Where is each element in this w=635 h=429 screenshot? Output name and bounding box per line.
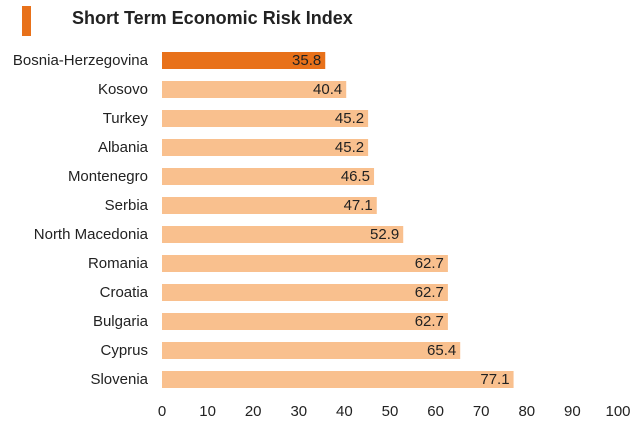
x-tick-label: 50	[382, 403, 399, 420]
category-label: Bulgaria	[93, 313, 149, 330]
x-tick-label: 10	[199, 403, 216, 420]
bar	[162, 110, 369, 127]
title-accent-bar	[22, 6, 31, 36]
category-label: Romania	[88, 255, 149, 272]
category-label: Bosnia-Herzegovina	[13, 52, 149, 69]
bar	[162, 342, 461, 359]
x-tick-label: 90	[564, 403, 581, 420]
value-label: 46.5	[341, 168, 370, 185]
x-tick-label: 20	[245, 403, 262, 420]
category-label: Albania	[98, 139, 149, 156]
bar	[162, 168, 375, 185]
value-label: 52.9	[370, 226, 399, 243]
chart-title: Short Term Economic Risk Index	[72, 8, 353, 28]
value-label: 62.7	[415, 255, 444, 272]
value-label: 40.4	[313, 81, 342, 98]
value-label: 62.7	[415, 284, 444, 301]
bar	[162, 81, 347, 98]
bar	[162, 371, 514, 388]
bar	[162, 226, 404, 243]
bar	[162, 255, 448, 272]
x-tick-label: 0	[158, 403, 166, 420]
category-label: North Macedonia	[34, 226, 149, 243]
value-label: 45.2	[335, 139, 364, 156]
category-label: Kosovo	[98, 81, 148, 98]
category-label: Turkey	[103, 110, 149, 127]
x-tick-label: 70	[473, 403, 490, 420]
x-tick-label: 40	[336, 403, 353, 420]
x-tick-label: 100	[605, 403, 630, 420]
bar	[162, 197, 377, 214]
category-label: Slovenia	[90, 371, 148, 388]
bar	[162, 139, 369, 156]
bar	[162, 313, 448, 330]
x-tick-label: 80	[518, 403, 535, 420]
value-label: 47.1	[344, 197, 373, 214]
bar	[162, 52, 326, 69]
category-label: Serbia	[105, 197, 149, 214]
value-label: 35.8	[292, 52, 321, 69]
value-label: 62.7	[415, 313, 444, 330]
category-label: Cyprus	[100, 342, 148, 359]
category-label: Montenegro	[68, 168, 148, 185]
value-label: 45.2	[335, 110, 364, 127]
value-label: 77.1	[480, 371, 509, 388]
value-label: 65.4	[427, 342, 456, 359]
bar	[162, 284, 448, 301]
x-tick-label: 60	[427, 403, 444, 420]
category-label: Croatia	[100, 284, 149, 301]
x-tick-label: 30	[290, 403, 307, 420]
